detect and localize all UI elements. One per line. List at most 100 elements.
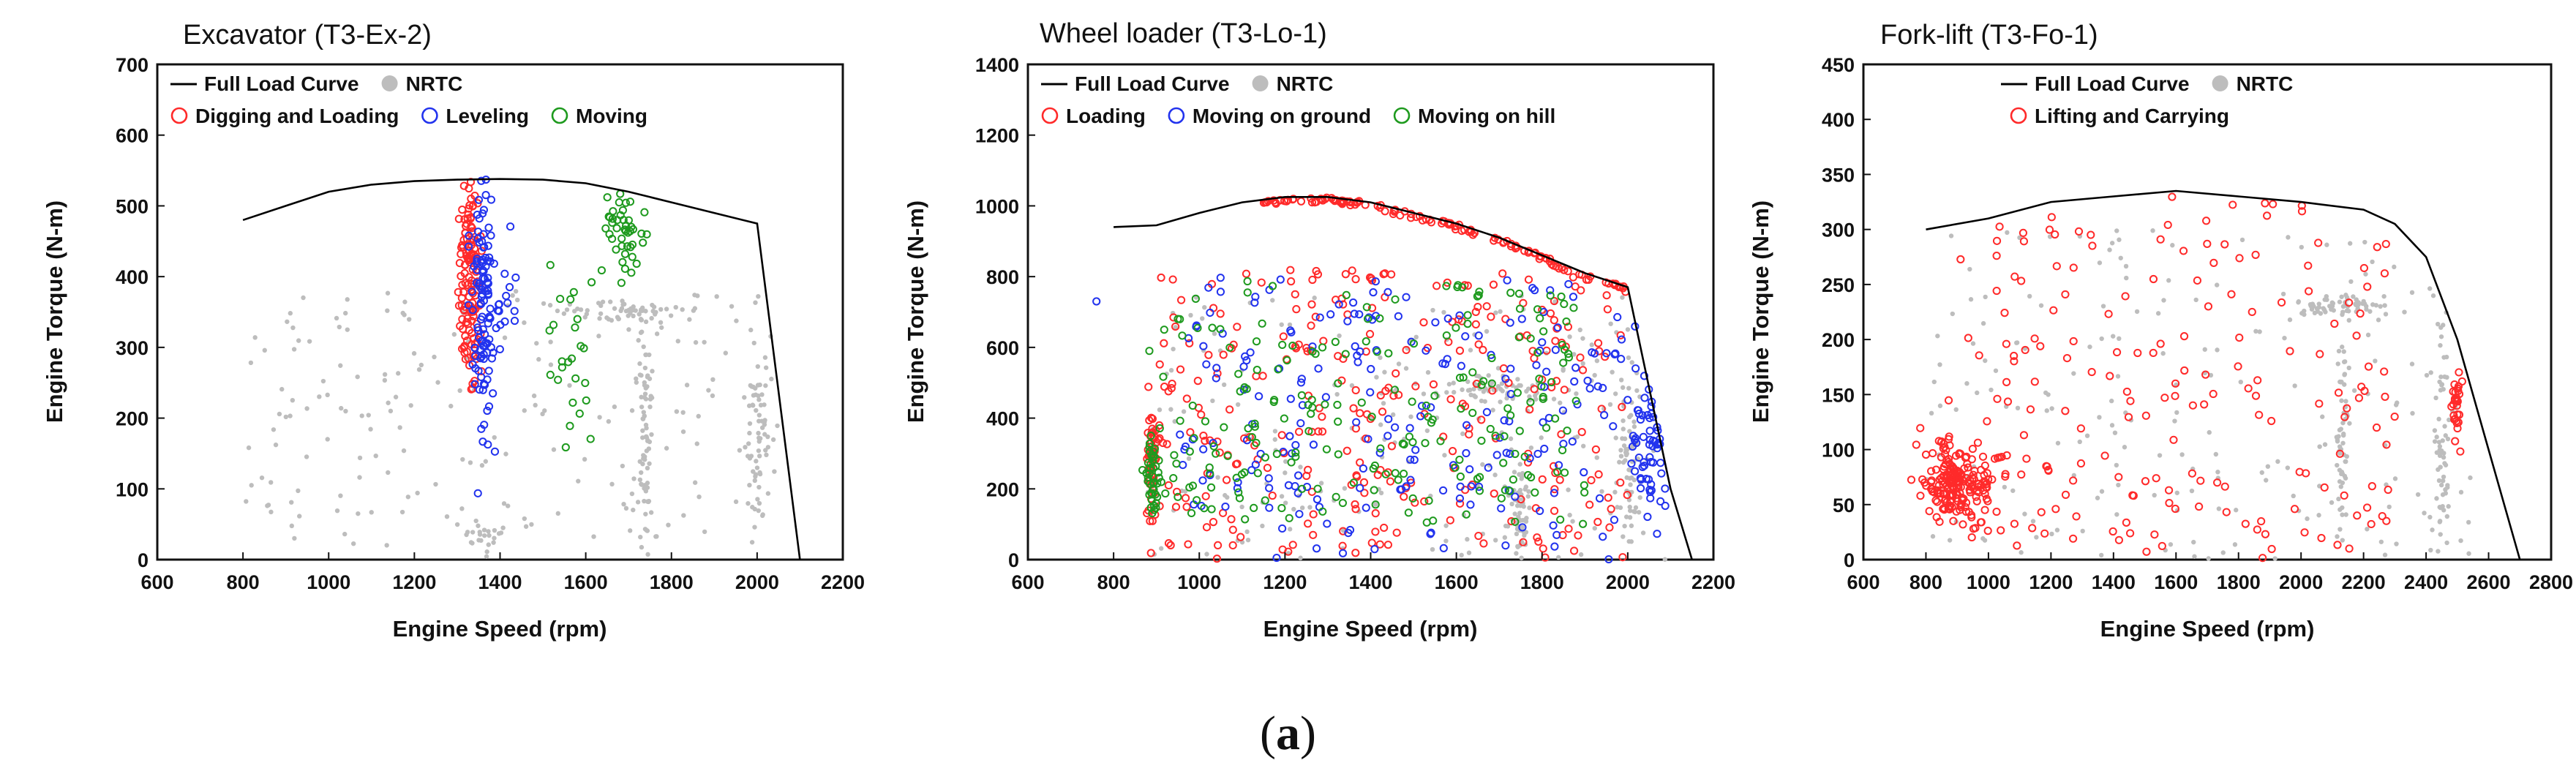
data-point <box>626 243 635 252</box>
nrtc-point <box>1235 402 1241 407</box>
data-point <box>2076 424 2085 433</box>
x-tick-label: 2000 <box>1606 571 1650 593</box>
data-point <box>489 389 497 398</box>
data-point <box>1313 495 1322 504</box>
nrtc-point <box>2383 312 2389 317</box>
data-point <box>1417 402 1427 410</box>
nrtc-point <box>2329 304 2335 309</box>
nrtc-point <box>2331 308 2336 313</box>
data-point <box>1227 515 1236 524</box>
data-point <box>485 312 494 321</box>
data-point <box>1285 432 1294 440</box>
data-point <box>1241 352 1250 361</box>
data-point <box>2188 469 2196 478</box>
nrtc-point <box>487 533 492 538</box>
data-point <box>1233 323 1242 331</box>
nrtc-point <box>643 489 649 494</box>
data-point <box>1475 473 1484 481</box>
nrtc-point <box>2324 293 2329 299</box>
data-point <box>2286 347 2294 356</box>
data-point <box>454 287 462 296</box>
data-point <box>1166 541 1175 549</box>
data-point <box>1167 384 1176 393</box>
nrtc-point <box>639 482 645 487</box>
x-tick-label: 2600 <box>2467 571 2511 593</box>
data-point <box>1550 542 1559 551</box>
nrtc-point <box>2342 372 2347 377</box>
data-point <box>1408 437 1417 447</box>
data-point <box>1356 484 1364 492</box>
data-point <box>1185 339 1194 347</box>
data-point <box>1960 464 1969 473</box>
nrtc-point <box>325 392 330 398</box>
data-point <box>477 176 486 185</box>
nrtc-point <box>555 308 560 314</box>
nrtc-point <box>1621 534 1626 539</box>
data-point <box>2253 376 2262 385</box>
data-point <box>1295 510 1304 519</box>
data-point <box>1215 448 1224 457</box>
nrtc-point <box>1519 555 1524 560</box>
data-point <box>1419 318 1428 327</box>
data-point <box>1477 380 1486 389</box>
nrtc-point <box>1599 489 1604 494</box>
data-point <box>2381 392 2389 401</box>
data-point <box>1977 481 1986 489</box>
nrtc-point <box>334 315 339 321</box>
data-point <box>1389 209 1398 219</box>
data-point <box>1969 470 1978 479</box>
nrtc-point <box>2337 467 2343 473</box>
data-point <box>1462 510 1471 519</box>
data-point <box>1645 413 1654 423</box>
nrtc-point <box>2437 379 2442 385</box>
nrtc-point <box>407 317 412 322</box>
data-point <box>1533 348 1542 357</box>
data-point <box>1276 275 1285 284</box>
data-point <box>2010 519 2019 528</box>
nrtc-point <box>2430 527 2435 533</box>
nrtc-point <box>2342 473 2348 479</box>
nrtc-point <box>2441 455 2447 460</box>
x-tick-label: 2200 <box>1691 571 1735 593</box>
nrtc-point <box>2124 275 2129 281</box>
nrtc-point <box>1631 419 1637 424</box>
nrtc-point <box>1608 321 1613 326</box>
data-point <box>1550 316 1558 325</box>
data-point <box>2164 486 2174 495</box>
data-point <box>1563 267 1572 276</box>
data-point <box>1392 528 1401 537</box>
nrtc-point <box>2259 470 2264 475</box>
data-point <box>1307 194 1315 203</box>
data-point <box>1602 349 1611 358</box>
data-point <box>1982 480 1991 489</box>
nrtc-point <box>289 500 294 505</box>
data-point <box>1376 391 1385 400</box>
nrtc-point <box>1528 445 1534 451</box>
data-point <box>1983 417 1991 426</box>
data-point <box>464 301 473 309</box>
data-point <box>1501 541 1510 550</box>
data-point <box>481 191 490 200</box>
x-tick-label: 800 <box>1097 571 1130 593</box>
nrtc-point <box>1993 368 1999 373</box>
nrtc-point <box>2434 435 2439 440</box>
data-point <box>1580 481 1588 489</box>
x-tick-label: 2000 <box>2279 571 2323 593</box>
nrtc-point <box>2340 440 2346 445</box>
series-lifting-and-carrying <box>1907 192 2466 563</box>
y-tick-label: 450 <box>1822 54 1855 76</box>
data-point <box>1636 484 1645 493</box>
data-point <box>2335 449 2344 458</box>
data-point <box>546 260 555 269</box>
nrtc-point <box>2160 350 2166 356</box>
nrtc-point <box>551 447 557 452</box>
data-point <box>1277 431 1286 440</box>
data-point <box>1351 500 1359 509</box>
legend-label: Full Load Curve <box>204 72 359 95</box>
data-point <box>1967 482 1975 491</box>
data-point <box>471 364 480 373</box>
y-axis-label: Engine Torque (N-m) <box>1748 200 1773 423</box>
data-point <box>1366 388 1375 396</box>
data-point <box>1980 470 1989 480</box>
data-point <box>1585 500 1594 509</box>
